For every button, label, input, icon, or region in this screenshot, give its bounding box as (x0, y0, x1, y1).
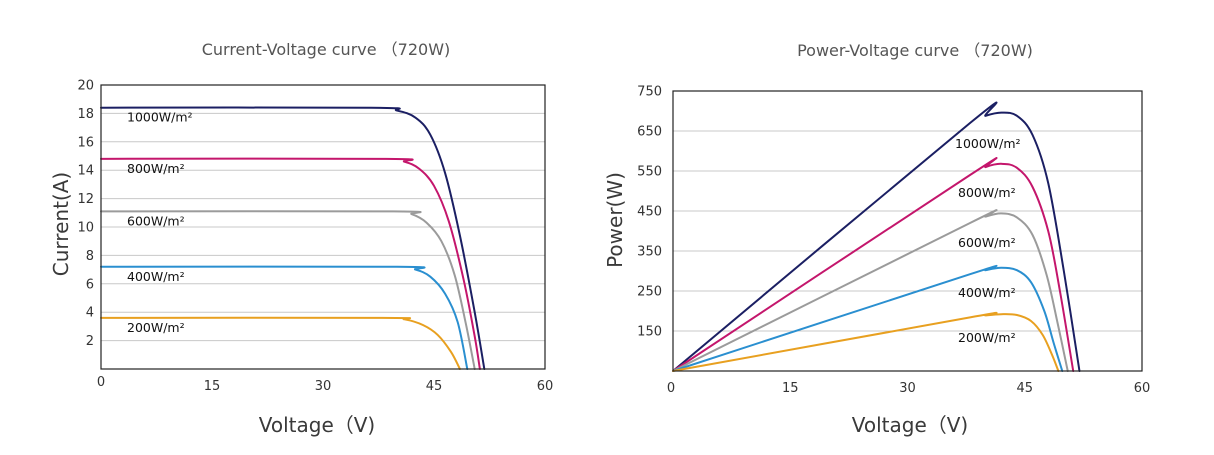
iv-series-line-1000w-m (100, 106, 486, 370)
iv-series-line-600w-m (100, 210, 476, 370)
iv-series-line-800w-m (100, 157, 481, 370)
pv-series-line-200w-m (672, 311, 1060, 372)
pv-series-line-600w-m (672, 209, 1069, 372)
pv-series-label-200w-m: 200W/m² (958, 330, 1016, 345)
pv-series-label-800w-m: 800W/m² (958, 185, 1016, 200)
iv-series-label-600w-m: 600W/m² (127, 213, 185, 228)
iv-series-line-400w-m (100, 265, 469, 370)
pv-y-axis-title: Power(W) (603, 172, 627, 268)
iv-chart-title: Current-Voltage curve （720W) (202, 40, 451, 59)
current-voltage-chart: Current-Voltage curve （720W) 2 4 6 8 10 12 14 1… (49, 40, 553, 437)
iv-y-tick-14: 14 (77, 164, 94, 179)
pv-y-tick-450: 450 (637, 205, 662, 220)
pv-x-axis-title: Voltage（V) (852, 413, 969, 437)
pv-series-labels: 1000W/m² 800W/m² 600W/m² 400W/m² 200W/m² (955, 136, 1021, 345)
iv-series-label-1000w-m: 1000W/m² (127, 110, 193, 125)
pv-x-tick-15: 15 (782, 381, 799, 396)
iv-y-tick-18: 18 (77, 107, 94, 122)
pv-y-tick-150: 150 (637, 325, 662, 340)
iv-x-tick-labels: 0 15 30 45 60 (97, 375, 553, 394)
pv-y-tick-750: 750 (637, 85, 662, 100)
pv-x-tick-60: 60 (1134, 381, 1151, 396)
iv-y-tick-8: 8 (86, 249, 94, 264)
iv-series-labels: 1000W/m² 800W/m² 600W/m² 400W/m² 200W/m² (127, 110, 193, 335)
iv-y-tick-2: 2 (86, 334, 94, 349)
iv-x-tick-45: 45 (426, 379, 443, 394)
pv-x-tick-45: 45 (1016, 381, 1033, 396)
pv-y-tick-650: 650 (637, 125, 662, 140)
pv-y-tick-350: 350 (637, 245, 662, 260)
iv-y-tick-12: 12 (77, 192, 94, 207)
pv-chart-title: Power-Voltage curve （720W) (797, 41, 1033, 60)
pv-series-line-800w-m (672, 157, 1075, 372)
iv-x-tick-15: 15 (204, 379, 221, 394)
pv-x-tick-30: 30 (899, 381, 916, 396)
power-voltage-chart: Power-Voltage curve （720W) 1502503504505… (603, 41, 1150, 437)
iv-y-tick-20: 20 (77, 79, 94, 94)
pv-series-lines (672, 101, 1081, 372)
iv-x-tick-0: 0 (97, 375, 105, 390)
pv-series-label-600w-m: 600W/m² (958, 235, 1016, 250)
iv-y-tick-10: 10 (77, 221, 94, 236)
pv-y-tick-550: 550 (637, 165, 662, 180)
iv-series-lines (100, 106, 486, 370)
iv-y-axis-title: Current(A) (49, 172, 73, 276)
iv-series-label-200w-m: 200W/m² (127, 320, 185, 335)
iv-series-label-800w-m: 800W/m² (127, 161, 185, 176)
iv-plot-frame (100, 84, 546, 370)
iv-x-tick-30: 30 (315, 379, 332, 394)
iv-y-tick-labels: 2 4 6 8 10 12 14 16 18 20 (77, 79, 94, 350)
pv-x-tick-labels: 0 15 30 45 60 (667, 381, 1150, 396)
pv-series-line-400w-m (672, 264, 1064, 372)
iv-y-tick-4: 4 (86, 306, 94, 321)
iv-y-tick-16: 16 (77, 135, 94, 150)
iv-gridlines (101, 112, 545, 342)
iv-x-tick-60: 60 (537, 379, 554, 394)
iv-series-line-200w-m (100, 316, 461, 370)
pv-y-tick-labels: 150 250 350 450 550 650 750 (637, 85, 662, 340)
pv-gridlines (673, 130, 1142, 332)
pv-series-label-400w-m: 400W/m² (958, 285, 1016, 300)
pv-series-line-1000w-m (672, 101, 1081, 372)
pv-x-tick-0: 0 (667, 381, 675, 396)
iv-x-axis-title: Voltage（V) (259, 413, 376, 437)
pv-y-tick-250: 250 (637, 285, 662, 300)
iv-series-label-400w-m: 400W/m² (127, 269, 185, 284)
iv-y-tick-6: 6 (86, 277, 94, 292)
pv-plot-frame (672, 90, 1143, 372)
pv-series-label-1000w-m: 1000W/m² (955, 136, 1021, 151)
